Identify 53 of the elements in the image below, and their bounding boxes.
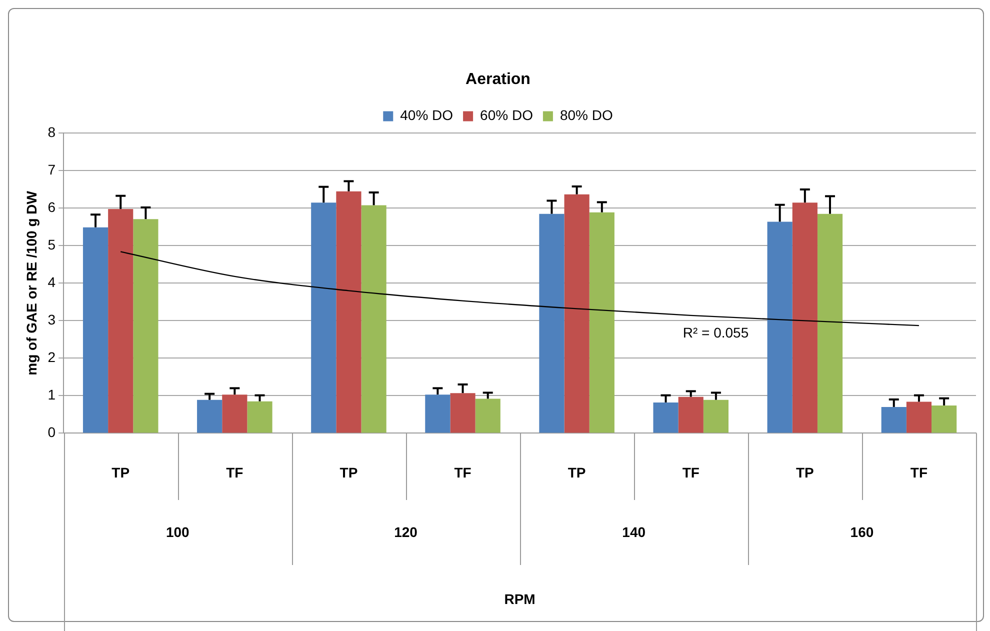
bar xyxy=(82,227,108,433)
y-tick-label: 4 xyxy=(48,274,56,290)
bar xyxy=(703,400,729,433)
bar xyxy=(133,219,158,433)
bar xyxy=(678,396,704,433)
x-tick-label: TF xyxy=(910,464,928,480)
bar xyxy=(653,402,678,433)
bar xyxy=(767,222,792,433)
bar xyxy=(817,214,843,433)
x-tick-label: TF xyxy=(682,464,700,480)
bar xyxy=(475,398,500,433)
text: RPM xyxy=(504,590,536,607)
x-tick-label: TP xyxy=(568,464,586,480)
y-tick-label: 8 xyxy=(48,124,56,140)
chart-title: Aeration xyxy=(466,71,530,88)
bar xyxy=(247,401,272,433)
y-tick-label: 2 xyxy=(48,349,56,366)
bar xyxy=(932,405,957,433)
y-tick-label: 0 xyxy=(48,424,56,440)
bar xyxy=(450,393,476,433)
y-tick-label: 3 xyxy=(48,312,56,328)
bar xyxy=(311,202,336,433)
bar xyxy=(881,406,906,433)
bar xyxy=(197,400,222,433)
y-tick-label: 5 xyxy=(48,236,56,253)
y-tick-label: 7 xyxy=(48,162,56,178)
text: 120 xyxy=(394,524,418,540)
x-tick-label: TF xyxy=(226,464,244,480)
bar xyxy=(539,214,564,433)
legend-label: 40% DO xyxy=(400,107,454,124)
x-tick-label: TP xyxy=(340,464,358,480)
x-tick-label: TF xyxy=(454,464,472,480)
bar xyxy=(108,208,134,433)
legend-label: 60% DO xyxy=(480,107,534,124)
bar xyxy=(336,191,362,433)
text: 160 xyxy=(850,524,874,540)
line-series xyxy=(120,251,920,326)
legend-label: 80% DO xyxy=(560,107,613,124)
x-tick-label: TP xyxy=(796,464,814,480)
bar xyxy=(361,205,386,433)
bar xyxy=(792,202,818,433)
bar xyxy=(564,194,590,433)
text: 100 xyxy=(166,524,190,540)
y-tick-label: 1 xyxy=(48,386,56,403)
bar xyxy=(222,394,248,433)
text: 140 xyxy=(622,524,646,540)
x-tick-label: TP xyxy=(112,464,130,480)
bar xyxy=(425,394,450,433)
bar xyxy=(589,212,614,433)
annotation: R² = 0.055 xyxy=(682,324,749,340)
y-axis-title: mg of GAE or RE /100 g DW xyxy=(23,190,40,376)
bar xyxy=(906,402,932,433)
y-tick-label: 6 xyxy=(48,199,56,216)
